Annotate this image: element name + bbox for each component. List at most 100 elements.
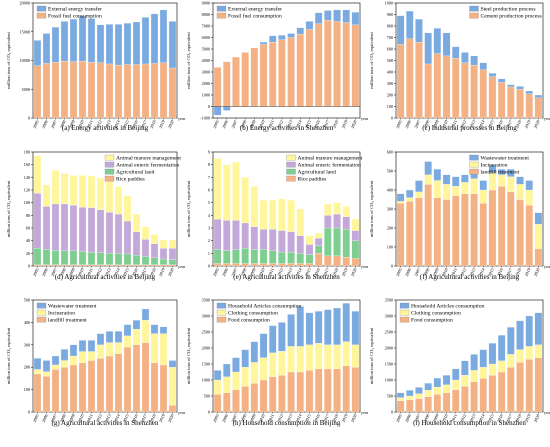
bar-segment bbox=[105, 264, 114, 267]
x-tick-label: 2014 bbox=[113, 412, 121, 423]
x-tick-label: 2016 bbox=[313, 119, 321, 129]
bar-segment bbox=[305, 29, 314, 107]
x-tick-label: 2018 bbox=[331, 267, 339, 277]
chart-panel-9: 0 500 1000 1500 2000 2500 3000 3500 million tons… bbox=[369, 298, 550, 428]
bar-segment bbox=[141, 264, 150, 267]
y-tick-label: 4 bbox=[208, 213, 211, 218]
x-tick-label: 2018 bbox=[514, 413, 522, 423]
bar-segment bbox=[259, 200, 268, 230]
bar-segment bbox=[342, 206, 350, 217]
bar-segment bbox=[488, 76, 497, 119]
bar-segment bbox=[114, 213, 123, 254]
x-tick-label: 2018 bbox=[514, 267, 522, 277]
bar-segment bbox=[96, 344, 105, 359]
bar-segment bbox=[342, 257, 350, 267]
bar-segment bbox=[87, 207, 96, 253]
y-axis-label: million tons of CO₂ equivalent bbox=[6, 327, 11, 384]
bar-segment bbox=[241, 52, 249, 107]
bar-segment bbox=[78, 175, 87, 208]
bar-segment bbox=[96, 62, 105, 119]
x-tick-label: 2006 bbox=[404, 119, 412, 129]
x-tick-label: 2018 bbox=[331, 413, 339, 423]
bar-segment bbox=[51, 250, 60, 265]
x-tick-label: 2019 bbox=[523, 413, 531, 423]
bar-segment bbox=[424, 174, 432, 185]
bar-segment bbox=[69, 344, 78, 357]
x-tick-label: 2016 bbox=[496, 267, 504, 277]
bar-segment bbox=[132, 264, 141, 267]
bar-segment bbox=[78, 251, 87, 265]
bar-segment bbox=[470, 381, 478, 413]
bar-segment bbox=[114, 186, 123, 215]
bar-segment bbox=[479, 69, 487, 119]
bar-segment bbox=[534, 312, 543, 345]
bar-segment bbox=[406, 10, 414, 39]
legend-label: Steel production process bbox=[481, 7, 536, 13]
bar-segment bbox=[42, 360, 51, 372]
bar-segment bbox=[525, 346, 533, 360]
bar-segment bbox=[324, 255, 332, 267]
legend-swatch bbox=[216, 5, 227, 12]
bar-segment bbox=[324, 215, 332, 229]
bar-segment bbox=[33, 358, 42, 370]
x-tick-label: 2013 bbox=[285, 119, 293, 129]
bar-segment bbox=[213, 158, 222, 220]
bar-segment bbox=[150, 257, 159, 265]
bar-segment bbox=[114, 253, 123, 265]
bar-segment bbox=[269, 263, 277, 267]
bar-segment bbox=[132, 231, 141, 256]
legend-label: Clothing consumption bbox=[228, 311, 278, 317]
bar-segment bbox=[507, 176, 515, 193]
x-tick-label: 2020 bbox=[167, 413, 175, 423]
y-tick-label: 0 bbox=[208, 104, 210, 109]
x-tick-label: 2017 bbox=[322, 267, 330, 277]
bar-segment bbox=[452, 389, 460, 413]
bar-segment bbox=[442, 199, 451, 267]
panel-caption: (f) Agricultural activities in Beijing bbox=[420, 273, 520, 281]
bar-segment bbox=[534, 344, 543, 358]
bar-segment bbox=[442, 32, 451, 57]
x-tick-label: 2016 bbox=[313, 267, 321, 277]
bar-segment bbox=[351, 367, 360, 413]
bar-segment bbox=[278, 230, 286, 253]
y-tick-label: 2500 bbox=[385, 330, 393, 335]
bar-segment bbox=[442, 55, 451, 119]
panel-caption: (i) Household consumption in Shenzhen bbox=[413, 419, 526, 427]
bar-segment bbox=[42, 206, 51, 250]
bar-segment bbox=[141, 239, 150, 257]
bar-segment bbox=[269, 325, 277, 353]
bar-segment bbox=[223, 392, 231, 413]
y-tick-label: 500 bbox=[387, 169, 393, 174]
x-tick-label: 2010 bbox=[77, 413, 85, 423]
legend-label: Agricultural land bbox=[298, 170, 337, 176]
bar-segment bbox=[114, 24, 123, 66]
bar-segment bbox=[78, 264, 87, 267]
bar-segment bbox=[159, 258, 168, 265]
bar-segment bbox=[87, 360, 96, 413]
y-tick-label: 200 bbox=[24, 365, 30, 370]
bar-segment bbox=[96, 264, 105, 267]
bar-segment bbox=[415, 18, 423, 43]
bar-segment bbox=[424, 184, 432, 267]
x-tick-label: 2005 bbox=[32, 119, 40, 129]
bar-segment bbox=[461, 174, 469, 183]
y-tick-label: 3 bbox=[208, 226, 210, 231]
bar-segment bbox=[479, 378, 487, 413]
bar-segment bbox=[69, 364, 78, 413]
bar-segment bbox=[132, 64, 141, 119]
bar-segment bbox=[415, 180, 423, 193]
bar-segment bbox=[241, 222, 249, 249]
chart-panel-7: 0 100 200 300 400 500 million tons of CO₂ equi… bbox=[6, 298, 186, 428]
x-tick-label: 2017 bbox=[140, 413, 148, 423]
x-tick-label: 2011 bbox=[450, 413, 458, 423]
bar-segment bbox=[114, 342, 123, 354]
bar-segment bbox=[114, 331, 123, 343]
legend-swatch bbox=[286, 154, 296, 161]
legend-swatch bbox=[286, 168, 296, 175]
x-tick-label: 2016 bbox=[131, 267, 139, 277]
legend-label: Wastewater treatment bbox=[481, 156, 530, 162]
x-tick-label: 2013 bbox=[285, 413, 293, 423]
x-tick-label: 2012 bbox=[95, 119, 103, 129]
panel-caption: (g) Agricultural activities in Shenzhen bbox=[52, 419, 159, 427]
bar-segment bbox=[488, 165, 497, 174]
